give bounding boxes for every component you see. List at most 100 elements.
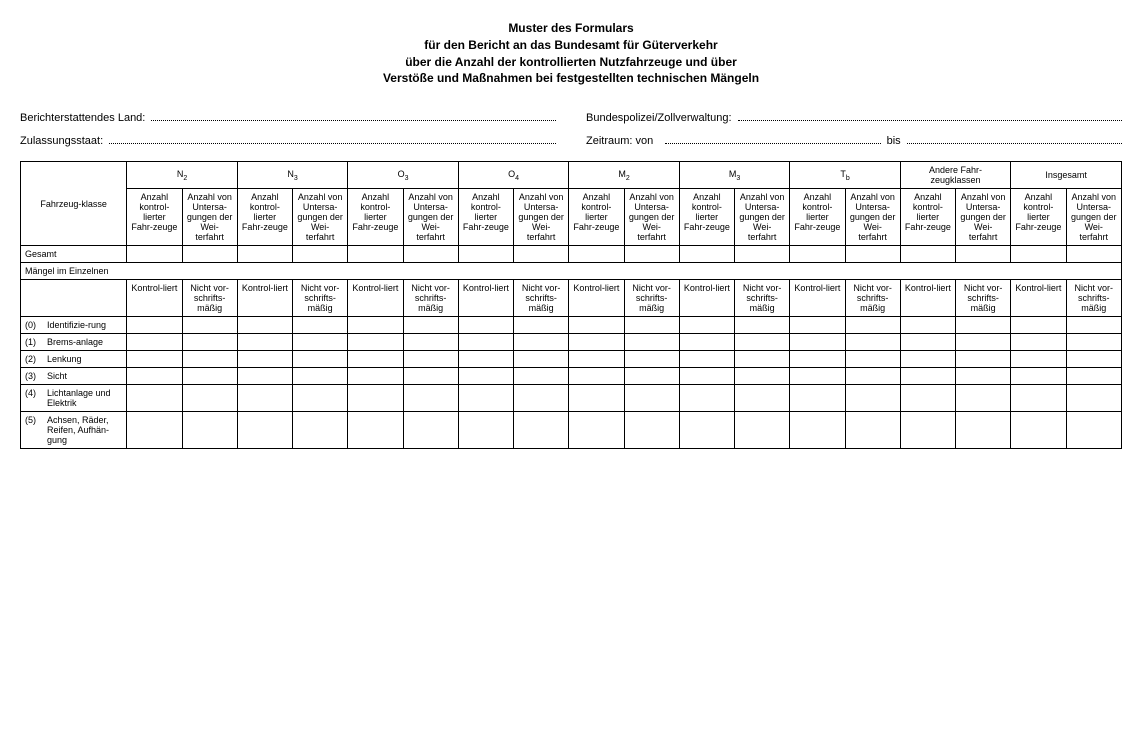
- cell-empty[interactable]: [679, 334, 734, 351]
- cell-empty[interactable]: [956, 385, 1011, 412]
- dots-zeitraum-von[interactable]: [665, 134, 880, 144]
- cell-empty[interactable]: [237, 351, 292, 368]
- cell-empty[interactable]: [1066, 351, 1121, 368]
- cell-empty[interactable]: [127, 385, 182, 412]
- cell-empty[interactable]: [679, 246, 734, 263]
- cell-empty[interactable]: [900, 351, 955, 368]
- cell-empty[interactable]: [624, 385, 679, 412]
- dots-bundespolizei[interactable]: [738, 111, 1122, 121]
- cell-empty[interactable]: [1011, 412, 1066, 449]
- cell-empty[interactable]: [624, 368, 679, 385]
- cell-empty[interactable]: [1011, 246, 1066, 263]
- cell-empty[interactable]: [900, 246, 955, 263]
- cell-empty[interactable]: [845, 351, 900, 368]
- cell-empty[interactable]: [1011, 368, 1066, 385]
- dots-zulassungsstaat[interactable]: [109, 134, 556, 144]
- cell-empty[interactable]: [348, 412, 403, 449]
- cell-empty[interactable]: [514, 412, 569, 449]
- cell-empty[interactable]: [293, 246, 348, 263]
- cell-empty[interactable]: [514, 385, 569, 412]
- cell-empty[interactable]: [403, 317, 458, 334]
- cell-empty[interactable]: [569, 334, 624, 351]
- cell-empty[interactable]: [293, 351, 348, 368]
- cell-empty[interactable]: [900, 385, 955, 412]
- cell-empty[interactable]: [624, 246, 679, 263]
- cell-empty[interactable]: [845, 385, 900, 412]
- cell-empty[interactable]: [127, 317, 182, 334]
- cell-empty[interactable]: [514, 317, 569, 334]
- cell-empty[interactable]: [348, 246, 403, 263]
- cell-empty[interactable]: [735, 334, 790, 351]
- cell-empty[interactable]: [900, 412, 955, 449]
- cell-empty[interactable]: [403, 246, 458, 263]
- cell-empty[interactable]: [790, 368, 845, 385]
- cell-empty[interactable]: [569, 368, 624, 385]
- cell-empty[interactable]: [569, 412, 624, 449]
- cell-empty[interactable]: [569, 246, 624, 263]
- cell-empty[interactable]: [900, 317, 955, 334]
- cell-empty[interactable]: [735, 385, 790, 412]
- cell-empty[interactable]: [679, 385, 734, 412]
- cell-empty[interactable]: [569, 317, 624, 334]
- cell-empty[interactable]: [790, 334, 845, 351]
- cell-empty[interactable]: [237, 368, 292, 385]
- cell-empty[interactable]: [1066, 246, 1121, 263]
- cell-empty[interactable]: [458, 317, 513, 334]
- cell-empty[interactable]: [403, 334, 458, 351]
- cell-empty[interactable]: [237, 334, 292, 351]
- cell-empty[interactable]: [293, 368, 348, 385]
- cell-empty[interactable]: [514, 368, 569, 385]
- cell-empty[interactable]: [514, 351, 569, 368]
- cell-empty[interactable]: [403, 351, 458, 368]
- cell-empty[interactable]: [514, 334, 569, 351]
- dots-reporting-land[interactable]: [151, 111, 556, 121]
- cell-empty[interactable]: [1011, 351, 1066, 368]
- cell-empty[interactable]: [679, 368, 734, 385]
- cell-empty[interactable]: [624, 334, 679, 351]
- cell-empty[interactable]: [624, 351, 679, 368]
- cell-empty[interactable]: [403, 368, 458, 385]
- cell-empty[interactable]: [679, 317, 734, 334]
- cell-empty[interactable]: [237, 412, 292, 449]
- cell-empty[interactable]: [1066, 412, 1121, 449]
- cell-empty[interactable]: [458, 351, 513, 368]
- cell-empty[interactable]: [956, 351, 1011, 368]
- cell-empty[interactable]: [348, 334, 403, 351]
- cell-empty[interactable]: [458, 385, 513, 412]
- cell-empty[interactable]: [679, 412, 734, 449]
- cell-empty[interactable]: [900, 368, 955, 385]
- cell-empty[interactable]: [127, 246, 182, 263]
- cell-empty[interactable]: [679, 351, 734, 368]
- cell-empty[interactable]: [1066, 334, 1121, 351]
- cell-empty[interactable]: [845, 334, 900, 351]
- cell-empty[interactable]: [735, 317, 790, 334]
- cell-empty[interactable]: [1066, 317, 1121, 334]
- cell-empty[interactable]: [790, 385, 845, 412]
- cell-empty[interactable]: [900, 334, 955, 351]
- cell-empty[interactable]: [790, 412, 845, 449]
- cell-empty[interactable]: [569, 385, 624, 412]
- cell-empty[interactable]: [956, 368, 1011, 385]
- cell-empty[interactable]: [293, 334, 348, 351]
- cell-empty[interactable]: [403, 385, 458, 412]
- cell-empty[interactable]: [735, 412, 790, 449]
- cell-empty[interactable]: [127, 368, 182, 385]
- cell-empty[interactable]: [182, 368, 237, 385]
- cell-empty[interactable]: [458, 246, 513, 263]
- cell-empty[interactable]: [1011, 334, 1066, 351]
- cell-empty[interactable]: [956, 334, 1011, 351]
- cell-empty[interactable]: [1011, 317, 1066, 334]
- cell-empty[interactable]: [514, 246, 569, 263]
- cell-empty[interactable]: [348, 351, 403, 368]
- cell-empty[interactable]: [127, 351, 182, 368]
- dots-zeitraum-bis[interactable]: [907, 134, 1122, 144]
- cell-empty[interactable]: [182, 317, 237, 334]
- cell-empty[interactable]: [1011, 385, 1066, 412]
- cell-empty[interactable]: [790, 317, 845, 334]
- cell-empty[interactable]: [348, 317, 403, 334]
- cell-empty[interactable]: [458, 334, 513, 351]
- cell-empty[interactable]: [956, 246, 1011, 263]
- cell-empty[interactable]: [182, 385, 237, 412]
- cell-empty[interactable]: [182, 412, 237, 449]
- cell-empty[interactable]: [790, 246, 845, 263]
